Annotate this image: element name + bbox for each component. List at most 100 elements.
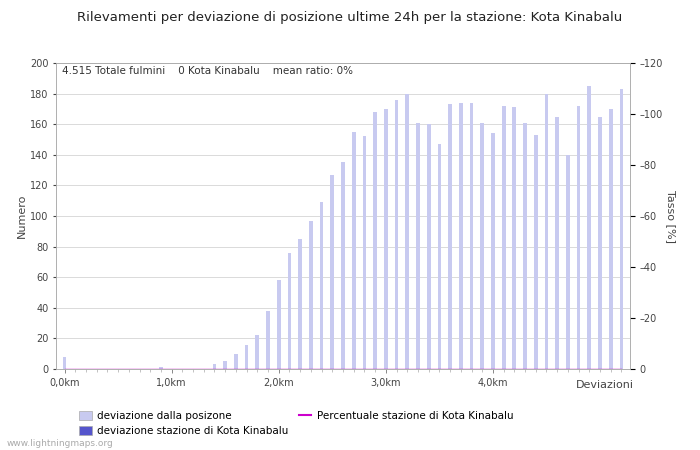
Bar bbox=[566, 155, 570, 369]
Text: www.lightningmaps.org: www.lightningmaps.org bbox=[7, 439, 113, 448]
Bar bbox=[63, 357, 66, 369]
Bar bbox=[300, 369, 301, 370]
Bar bbox=[96, 369, 97, 370]
Bar bbox=[373, 112, 377, 369]
Bar bbox=[353, 369, 354, 370]
Bar bbox=[246, 369, 247, 370]
Bar bbox=[609, 109, 612, 369]
Bar bbox=[555, 117, 559, 369]
Bar bbox=[514, 369, 515, 370]
Bar bbox=[341, 162, 345, 369]
Bar bbox=[309, 220, 313, 369]
Bar bbox=[482, 369, 483, 370]
Bar bbox=[320, 202, 323, 369]
Bar bbox=[428, 369, 430, 370]
Bar bbox=[598, 117, 602, 369]
Bar bbox=[407, 369, 408, 370]
Bar bbox=[235, 369, 237, 370]
Bar bbox=[492, 369, 493, 370]
Bar bbox=[535, 369, 537, 370]
Bar bbox=[545, 94, 548, 369]
Bar bbox=[503, 369, 505, 370]
Bar bbox=[523, 123, 527, 369]
Bar bbox=[374, 369, 376, 370]
Text: Rilevamenti per deviazione di posizione ultime 24h per la stazione: Kota Kinabal: Rilevamenti per deviazione di posizione … bbox=[78, 11, 622, 24]
Bar bbox=[352, 132, 356, 369]
Bar bbox=[310, 369, 312, 370]
Bar bbox=[587, 86, 592, 369]
Bar bbox=[512, 108, 516, 369]
Bar bbox=[578, 369, 580, 370]
Bar bbox=[577, 106, 580, 369]
Bar bbox=[470, 369, 473, 370]
Y-axis label: Tasso [%]: Tasso [%] bbox=[666, 189, 676, 243]
Bar bbox=[534, 135, 538, 369]
Bar bbox=[181, 369, 183, 370]
Bar bbox=[459, 103, 463, 369]
Bar bbox=[214, 369, 216, 370]
Bar bbox=[278, 369, 279, 370]
Bar bbox=[330, 175, 334, 369]
Bar bbox=[524, 369, 526, 370]
Bar bbox=[128, 369, 130, 370]
Text: Deviazioni: Deviazioni bbox=[575, 380, 634, 390]
Bar bbox=[439, 369, 440, 370]
Bar bbox=[556, 369, 558, 370]
Bar bbox=[620, 89, 623, 369]
Bar bbox=[405, 94, 409, 369]
Bar bbox=[139, 369, 140, 370]
Bar bbox=[567, 369, 568, 370]
Bar bbox=[213, 364, 216, 369]
Bar bbox=[321, 369, 323, 370]
Bar bbox=[298, 239, 302, 369]
Bar bbox=[256, 335, 259, 369]
Bar bbox=[64, 369, 65, 370]
Bar bbox=[395, 369, 398, 370]
Bar bbox=[621, 369, 622, 370]
Bar bbox=[384, 109, 388, 369]
Bar bbox=[203, 369, 204, 370]
Legend: deviazione dalla posizone, deviazione stazione di Kota Kinabalu, Percentuale sta: deviazione dalla posizone, deviazione st… bbox=[75, 407, 517, 440]
Bar bbox=[288, 253, 291, 369]
Bar bbox=[234, 354, 238, 369]
Bar bbox=[395, 100, 398, 369]
Bar bbox=[417, 369, 419, 370]
Bar bbox=[159, 368, 163, 369]
Bar bbox=[332, 369, 333, 370]
Bar bbox=[74, 369, 76, 370]
Bar bbox=[256, 369, 258, 370]
Bar bbox=[416, 123, 420, 369]
Bar bbox=[480, 123, 484, 369]
Bar bbox=[470, 103, 473, 369]
Bar bbox=[546, 369, 547, 370]
Bar bbox=[193, 369, 194, 370]
Bar bbox=[363, 369, 365, 370]
Bar bbox=[599, 369, 601, 370]
Bar bbox=[610, 369, 612, 370]
Bar bbox=[342, 369, 344, 370]
Y-axis label: Numero: Numero bbox=[17, 194, 27, 238]
Bar bbox=[427, 124, 430, 369]
Bar bbox=[438, 144, 441, 369]
Bar bbox=[363, 136, 366, 369]
Bar bbox=[118, 369, 119, 370]
Bar bbox=[385, 369, 386, 370]
Bar bbox=[223, 361, 227, 369]
Bar bbox=[460, 369, 461, 370]
Bar bbox=[491, 133, 495, 369]
Bar bbox=[267, 369, 269, 370]
Bar bbox=[266, 311, 270, 369]
Bar bbox=[502, 106, 505, 369]
Bar bbox=[589, 369, 590, 370]
Text: 4.515 Totale fulmini    0 Kota Kinabalu    mean ratio: 0%: 4.515 Totale fulmini 0 Kota Kinabalu mea… bbox=[62, 66, 353, 76]
Bar bbox=[85, 369, 87, 370]
Bar bbox=[449, 369, 451, 370]
Bar bbox=[149, 369, 151, 370]
Bar bbox=[277, 280, 281, 369]
Bar bbox=[171, 369, 172, 370]
Bar bbox=[245, 345, 248, 369]
Bar bbox=[225, 369, 226, 370]
Bar bbox=[106, 369, 108, 370]
Bar bbox=[448, 104, 452, 369]
Bar bbox=[288, 369, 290, 370]
